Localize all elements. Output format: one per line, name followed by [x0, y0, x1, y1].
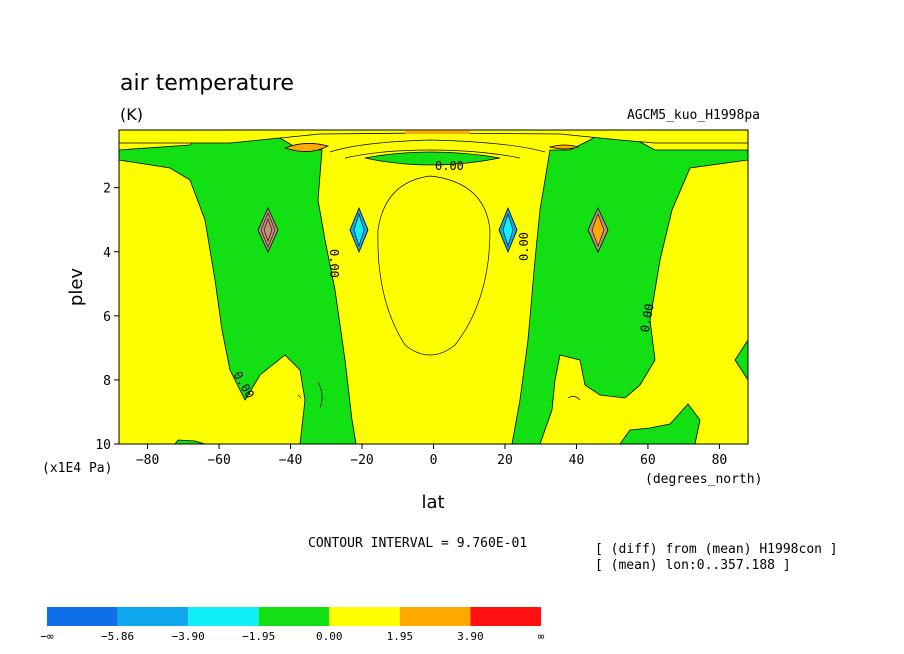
x-tick-label: 80	[712, 453, 728, 468]
x-axis-units: (degrees_north)	[645, 472, 762, 487]
contour-line-central-oval	[377, 175, 491, 356]
colorbar: −∞ −5.86 −3.90 −1.95 0.00 1.95 3.90 ∞	[40, 607, 545, 643]
x-axis-label: lat	[421, 492, 444, 513]
colorbar-swatch	[329, 607, 400, 626]
colorbar-swatch	[399, 607, 471, 626]
x-tick-label: −20	[350, 453, 373, 468]
colorbar-label: 0.00	[316, 630, 343, 643]
region-warm-top-strip	[405, 131, 470, 134]
x-tick-label: −40	[279, 453, 302, 468]
x-tick-label: 0	[430, 453, 438, 468]
x-tick-label: −60	[207, 453, 230, 468]
y-tick-label: 2	[103, 182, 111, 197]
diamond-feature-northcenter	[498, 206, 518, 254]
y-axis-units: (x1E4 Pa)	[42, 461, 112, 476]
y-axis: 2 4 6 8 10	[95, 182, 119, 453]
dataset-label: AGCM5_kuo_H1998pa	[627, 108, 760, 123]
contour-line-small-blip	[297, 381, 581, 409]
region-negative-north-lower	[619, 403, 701, 444]
colorbar-label: −∞	[40, 630, 54, 643]
x-tick-label: 60	[640, 453, 656, 468]
region-negative-south	[119, 130, 357, 444]
contour-label-top: 0.00	[435, 159, 464, 173]
contour-label-north-mid: 0.00	[517, 232, 531, 261]
region-positive-top-strip	[119, 130, 748, 144]
region-warm-top-south	[283, 143, 330, 152]
colorbar-label: 1.95	[387, 630, 414, 643]
y-axis-label: plev	[66, 268, 87, 307]
contour-interval-text: CONTOUR INTERVAL = 9.760E-01	[308, 536, 527, 551]
diamond-feature-west	[257, 207, 279, 253]
diamond-feature-east	[587, 207, 609, 253]
region-negative-south-edge	[174, 439, 206, 444]
x-tick-label: 40	[569, 453, 585, 468]
note-diff: [ (diff) from (mean) H1998con ]	[595, 542, 838, 557]
contour-label-north-low: 0.00	[638, 303, 657, 334]
y-tick-label: 4	[103, 246, 111, 261]
colorbar-swatch	[258, 607, 330, 626]
colorbar-label: −5.86	[101, 630, 134, 643]
x-tick-label: −80	[136, 453, 159, 468]
colorbar-label: −1.95	[242, 630, 275, 643]
note-mean: [ (mean) lon:0..357.188 ]	[595, 558, 791, 573]
colorbar-label: ∞	[538, 630, 545, 643]
plot-area: 0.00 0.00 0.00 0.00 0.00	[119, 130, 748, 444]
colorbar-swatch	[470, 607, 541, 626]
colorbar-label: −3.90	[172, 630, 205, 643]
region-negative-north-edge	[734, 339, 748, 381]
region-negative-top-lens	[364, 151, 501, 166]
y-tick-label: 10	[95, 438, 111, 453]
y-tick-label: 8	[103, 374, 111, 389]
contour-line-upper	[329, 139, 546, 159]
colorbar-swatch	[47, 607, 118, 626]
contour-label-south-mid: 0.00	[327, 249, 341, 278]
chart-title: air temperature	[120, 71, 294, 96]
diamond-feature-southcenter	[349, 206, 369, 254]
colorbar-swatch	[117, 607, 189, 626]
region-warm-top-north	[548, 144, 580, 150]
chart-units: (K)	[120, 105, 143, 124]
y-tick-label: 6	[103, 310, 111, 325]
colorbar-label: 3.90	[457, 630, 484, 643]
x-axis: −80 −60 −40 −20 0 20 40 60 80	[136, 444, 727, 468]
x-tick-label: 20	[497, 453, 513, 468]
colorbar-swatch	[188, 607, 259, 626]
